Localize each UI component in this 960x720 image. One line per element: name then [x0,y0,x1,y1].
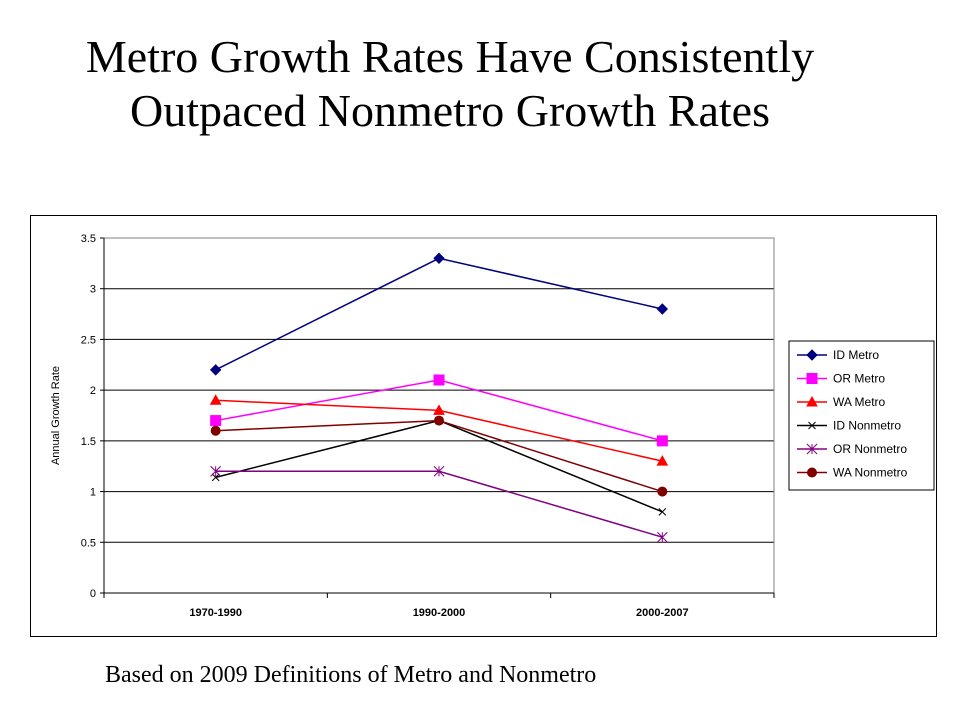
data-point [433,252,445,264]
series-id-nonmetro [211,416,667,516]
data-point [434,415,444,426]
data-point [433,404,445,415]
legend[interactable]: ID Metro OR Metro WA Metro ID Nonmetro OR No… [788,340,935,491]
slide-title: Metro Growth Rates Have Consistently Out… [0,30,900,138]
gridlines [104,237,774,543]
series-or-metro [210,374,668,447]
legend-label: WA Nonmetro [833,466,908,480]
y-axis-label: Annual Growth Rate [50,366,62,465]
legend-item[interactable]: ID Metro [797,348,879,362]
y-tick-label: 2 [90,385,96,397]
line-chart: 0 0.5 1 1.5 2 2.5 3 3.5 1970-1990 1990-2000 2000-2… [50,233,935,619]
footnote: Based on 2009 Definitions of Metro and N… [105,662,597,688]
legend-item[interactable]: WA Metro [797,395,886,409]
axes: 0 0.5 1 1.5 2 2.5 3 3.5 1970-1990 1990-2000 2000-2… [81,233,775,619]
series-wa-nonmetro [210,415,668,497]
y-tick-label: 1 [90,487,96,499]
data-point [657,486,668,497]
data-point [209,394,222,405]
chart-frame: 0 0.5 1 1.5 2 2.5 3 3.5 1970-1990 1990-2000 2000-2… [30,215,937,637]
series-id-metro [209,252,669,376]
data-point [433,374,445,386]
data-point [210,425,221,436]
legend-box [788,340,935,491]
series-line [215,419,663,493]
legend-label: OR Nonmetro [833,442,907,456]
legend-label: ID Metro [833,348,879,362]
series-line [215,470,663,538]
legend-marker [808,421,816,430]
legend-item[interactable]: OR Nonmetro [797,442,907,456]
data-point [656,531,668,543]
legend-marker [806,443,818,455]
x-tick-label: 1990-2000 [413,607,466,619]
series-or-nonmetro [210,465,668,543]
data-point [656,435,668,447]
y-tick-label: 3 [90,284,96,296]
plot-area [103,237,775,594]
data-point [656,455,669,466]
legend-item[interactable]: WA Nonmetro [797,466,908,480]
data-point [210,465,222,477]
legend-marker [806,395,818,407]
title-line-2: Outpaced Nonmetro Growth Rates [129,85,770,136]
legend-marker [807,467,817,478]
legend-label: ID Nonmetro [833,419,901,433]
data-point [211,473,220,482]
y-tick-label: 0.5 [81,537,96,549]
y-tick-label: 2.5 [81,334,96,346]
series [209,252,669,543]
data-point [210,415,222,427]
data-point [209,364,222,376]
y-tick-label: 1.5 [81,436,96,448]
title-line-1: Metro Growth Rates Have Consistently [85,31,815,82]
y-tick-label: 3.5 [81,233,96,245]
data-point [433,465,445,477]
x-tick-label: 2000-2007 [636,607,689,619]
series-wa-metro [209,394,669,466]
series-line [215,257,663,371]
series-line [215,419,663,513]
legend-item[interactable]: OR Metro [797,372,885,386]
legend-marker [806,373,818,384]
y-tick-label: 0 [90,588,96,600]
data-point [658,508,667,516]
legend-item[interactable]: ID Nonmetro [797,419,901,433]
legend-label: WA Metro [833,395,886,409]
legend-marker [806,349,818,361]
data-point [656,303,669,315]
legend-label: OR Metro [833,372,885,386]
x-tick-label: 1970-1990 [189,607,242,619]
